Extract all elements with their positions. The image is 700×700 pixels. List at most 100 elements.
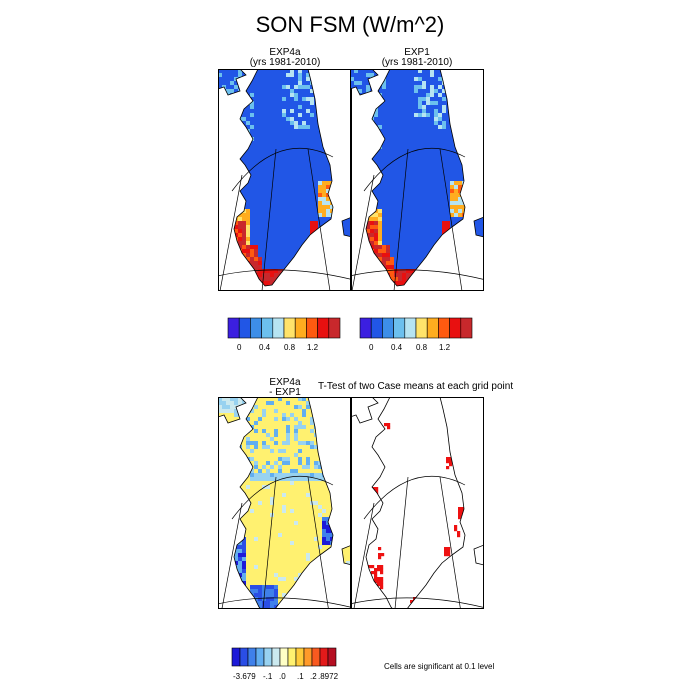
grid-cell [398,69,403,74]
grid-cell [302,529,307,534]
grid-cell [270,93,275,98]
grid-cell [298,77,303,82]
grid-cell [386,213,391,218]
grid-cell [334,425,339,430]
grid-cell [302,521,307,526]
grid-cell [362,165,367,170]
grid-cell [362,197,367,202]
grid-cell [374,229,379,234]
grid-cell [426,113,431,118]
grid-cell [334,185,339,190]
grid-cell [374,129,379,134]
grid-cell [462,81,467,86]
grid-cell [430,277,435,282]
grid-cell [318,421,323,426]
grid-cell [394,97,399,102]
grid-cell [390,265,395,270]
grid-cell [258,201,263,206]
grid-cell [262,141,267,146]
grid-cell [342,485,347,490]
grid-cell [362,113,367,118]
grid-cell [218,397,223,402]
grid-cell [254,265,259,270]
grid-cell [282,173,287,178]
grid-cell [298,473,303,478]
grid-cell [458,261,463,266]
grid-cell [426,249,431,254]
grid-cell [342,121,347,126]
grid-cell [414,129,419,134]
grid-cell [294,105,299,110]
grid-cell [450,177,455,182]
grid-cell [238,149,243,154]
grid-cell [338,145,343,150]
grid-cell [282,469,287,474]
grid-cell [298,237,303,242]
grid-cell [226,505,231,510]
grid-cell [242,217,247,222]
grid-cell [322,221,327,226]
iceland-coastline [473,216,484,238]
grid-cell [226,521,231,526]
grid-cell [242,449,247,454]
grid-cell [406,269,411,274]
grid-cell [274,397,279,402]
grid-cell [294,273,299,278]
grid-cell [306,469,311,474]
field-cells [218,397,352,609]
grid-cell [286,461,291,466]
grid-cell [450,109,455,114]
grid-cell [258,73,263,78]
grid-cell [478,185,483,190]
grid-cell [262,165,267,170]
grid-cell [366,261,371,266]
grid-cell [338,229,343,234]
grid-cell [250,157,255,162]
grid-cell [354,73,359,78]
grid-cell [302,101,307,106]
grid-cell [246,197,251,202]
grid-cell [474,109,479,114]
grid-cell [254,269,259,274]
grid-cell [474,165,479,170]
grid-cell [322,125,327,130]
grid-cell [398,221,403,226]
grid-cell [234,493,239,498]
grid-cell [402,233,407,238]
grid-cell [342,441,347,446]
grid-cell [338,217,343,222]
grid-cell [478,109,483,114]
grid-cell [314,85,319,90]
grid-cell [374,93,379,98]
grid-cell [274,489,279,494]
grid-cell [394,69,399,74]
grid-cell [314,129,319,134]
difference-map [218,397,352,609]
grid-cell [238,525,243,530]
grid-cell [334,193,339,198]
grid-cell [286,181,291,186]
grid-cell [338,237,343,242]
grid-cell [222,501,227,506]
grid-cell [222,129,227,134]
grid-cell [302,261,307,266]
grid-cell [294,465,299,470]
grid-cell [286,73,291,78]
grid-cell [422,213,427,218]
grid-cell [234,441,239,446]
grid-cell [450,181,455,186]
grid-cell [270,245,275,250]
grid-cell [366,145,371,150]
grid-cell [266,125,271,130]
grid-cell [318,145,323,150]
grid-cell [274,401,279,406]
grid-cell [462,149,467,154]
grid-cell [398,129,403,134]
grid-cell [338,509,343,514]
grid-cell [410,237,415,242]
grid-cell [258,401,263,406]
grid-cell [334,205,339,210]
grid-cell [238,489,243,494]
grid-cell [402,265,407,270]
grid-cell [290,405,295,410]
